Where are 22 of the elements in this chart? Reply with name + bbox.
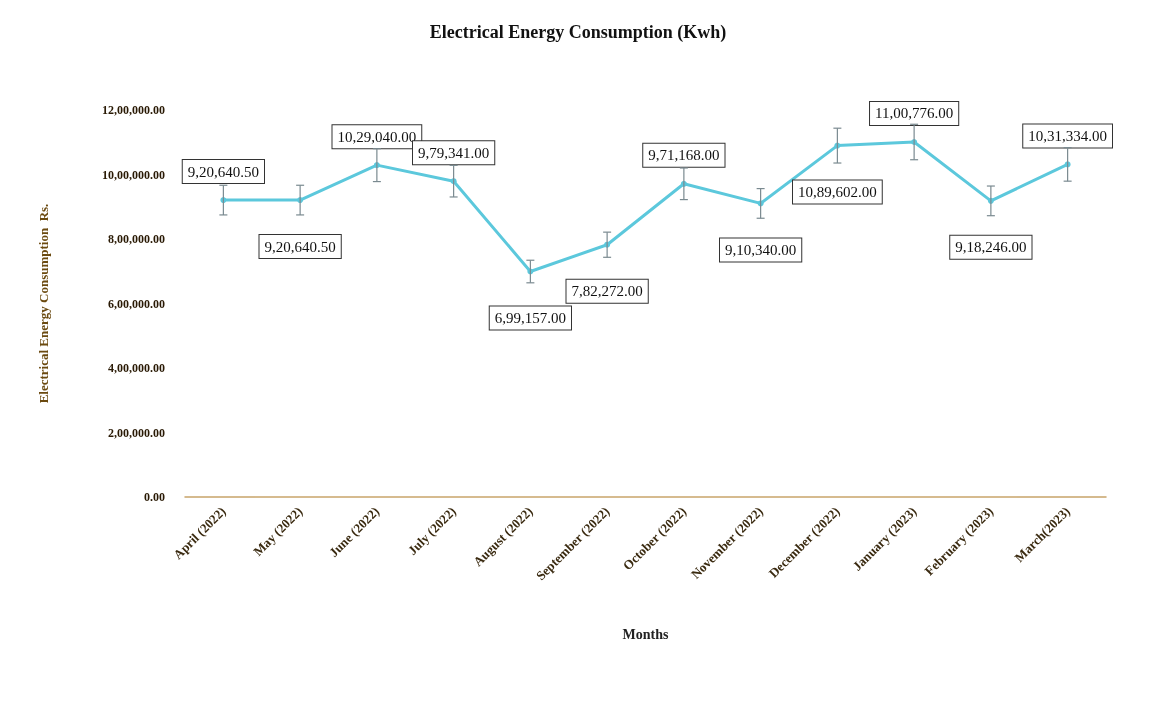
y-axis-title: Electrical Energy Consumption Rs. — [36, 203, 51, 404]
y-tick-label: 2,00,000.00 — [108, 425, 165, 440]
data-label: 10,31,334.00 — [1028, 127, 1107, 144]
y-tick-label: 4,00,000.00 — [108, 361, 165, 375]
data-label: 9,20,640.50 — [264, 238, 336, 255]
x-axis-title: Months — [622, 626, 669, 642]
data-label: 9,79,341.00 — [418, 144, 490, 161]
data-label: 10,29,040.00 — [337, 128, 417, 145]
data-label: 9,71,168.00 — [648, 147, 720, 164]
data-label: 9,20,640.50 — [187, 163, 259, 180]
data-label: 6,99,157.00 — [494, 310, 566, 327]
data-label: 9,10,340.00 — [725, 241, 797, 258]
y-tick-label: 8,00,000.00 — [108, 232, 165, 246]
chart-title: Electrical Energy Consumption (Kwh) — [429, 22, 727, 43]
data-label: 9,18,246.00 — [955, 239, 1027, 256]
data-label: 10,89,602.00 — [798, 184, 877, 201]
data-label: 11,00,776.00 — [875, 105, 954, 122]
y-tick-label: 12,00,000.00 — [102, 103, 165, 117]
data-label: 7,82,272.00 — [571, 283, 643, 300]
y-tick-label: 0.00 — [144, 490, 165, 504]
y-tick-label: 10,00,000.00 — [102, 167, 165, 182]
y-tick-label: 6,00,000.00 — [108, 296, 165, 311]
